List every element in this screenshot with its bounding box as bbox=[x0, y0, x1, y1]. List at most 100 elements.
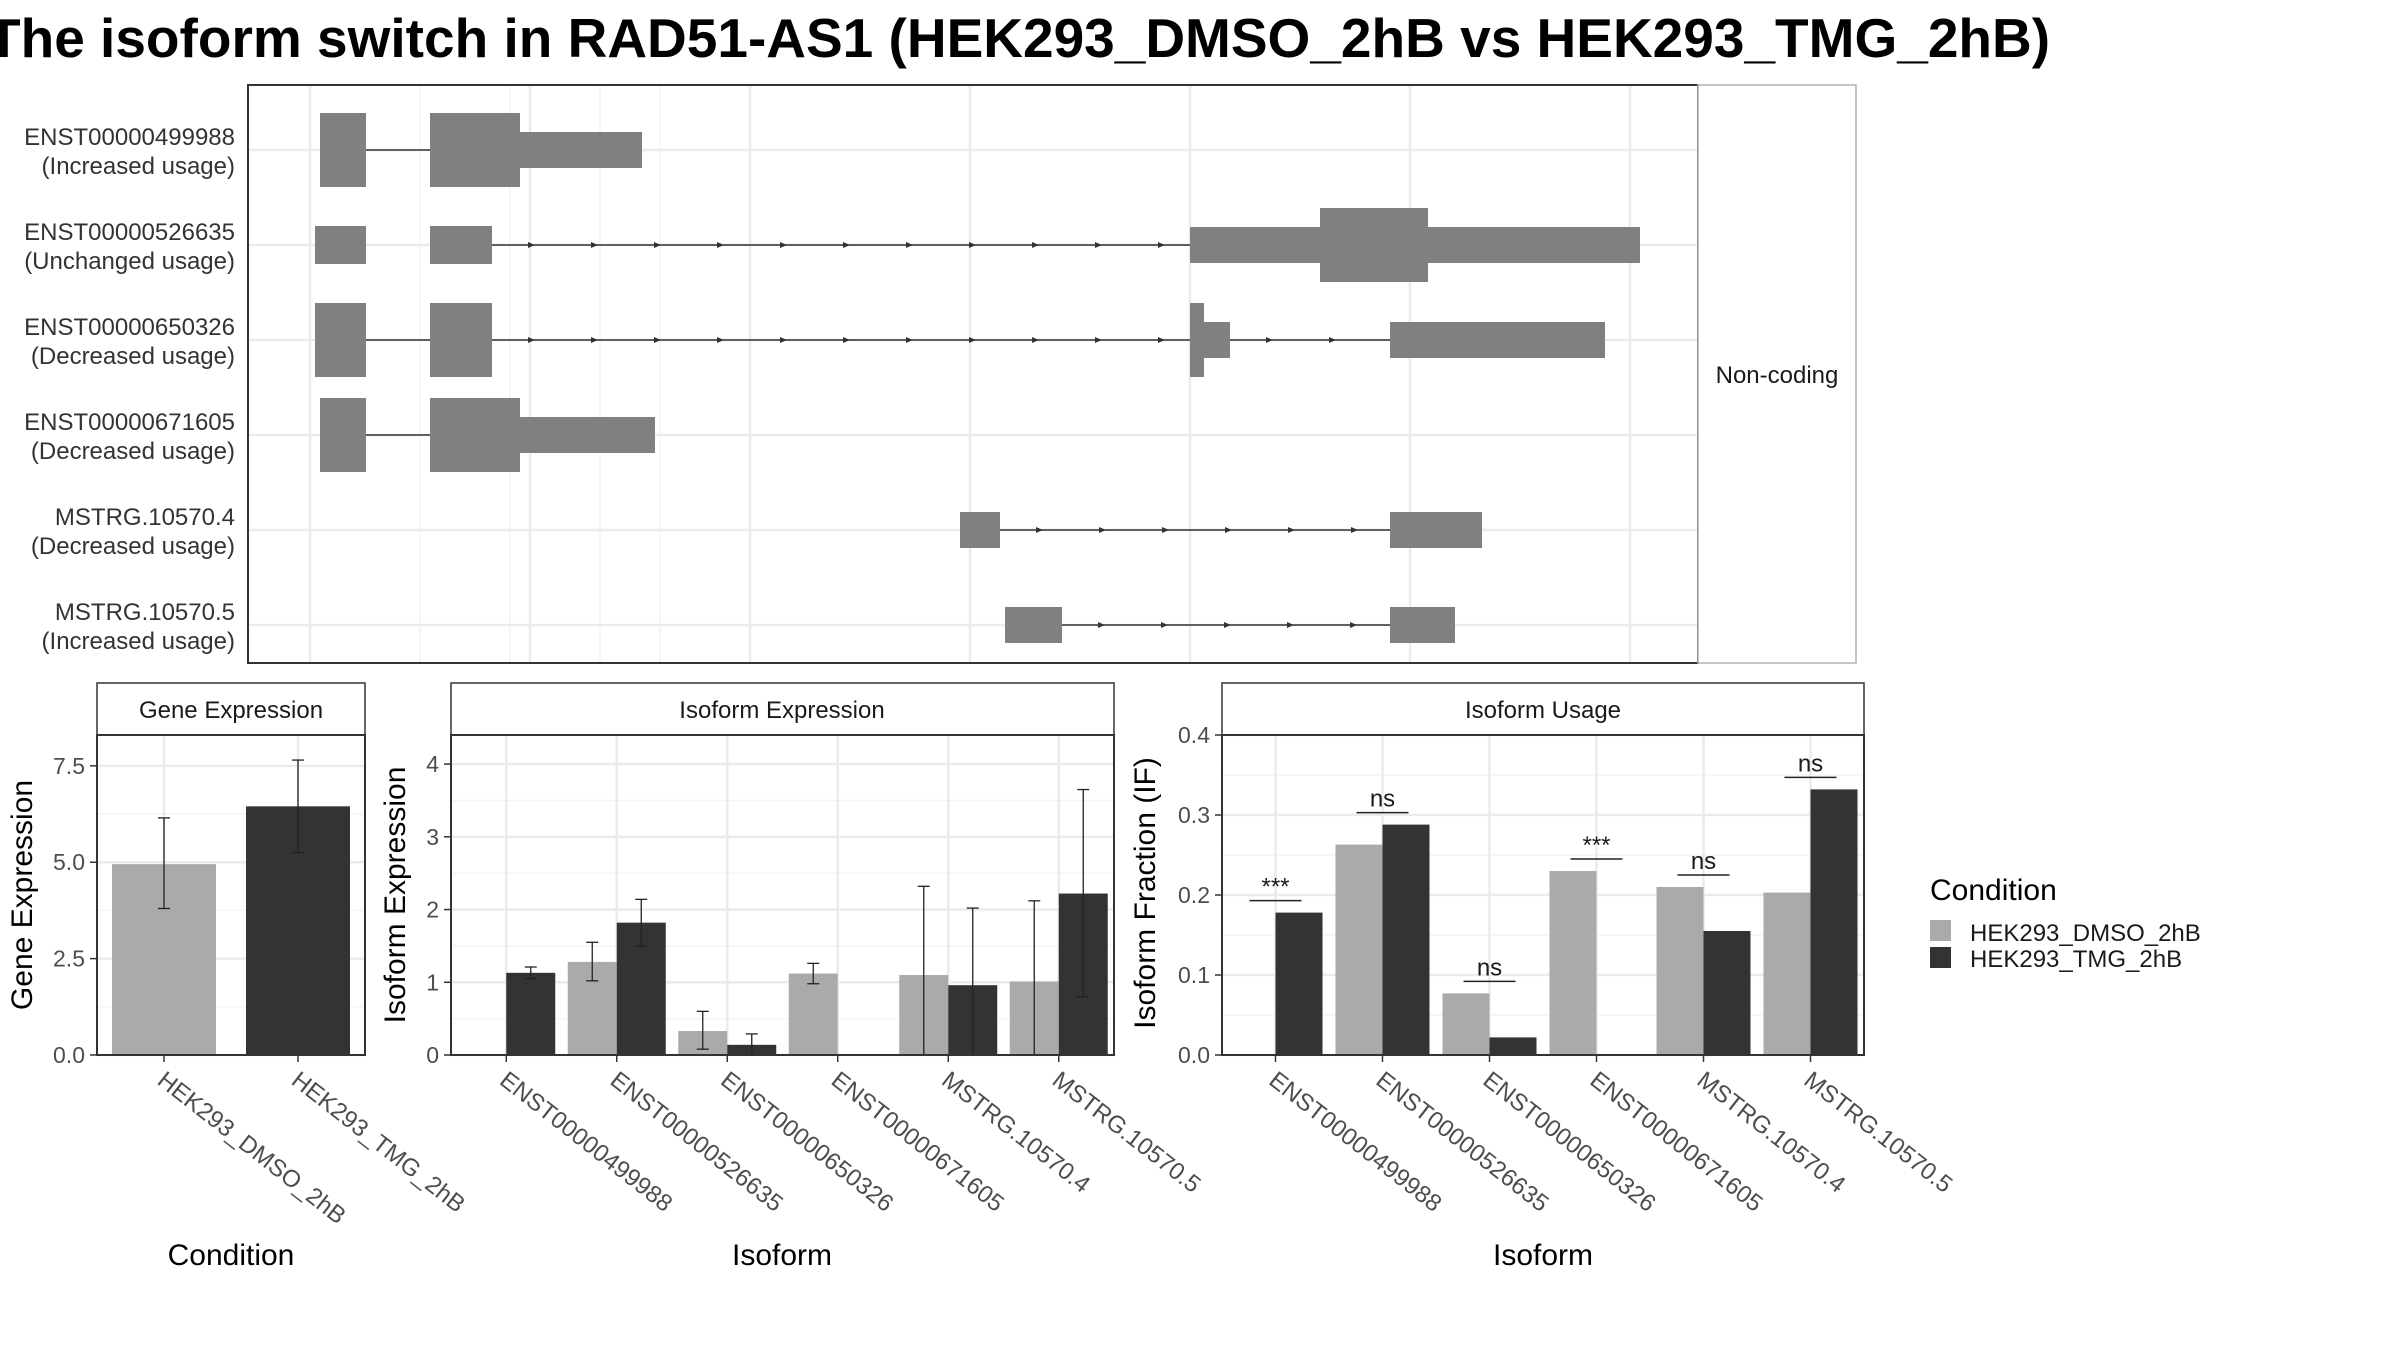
structure-intron-arrow bbox=[1032, 242, 1039, 248]
y-tick-label: 2 bbox=[426, 897, 439, 923]
bar bbox=[1335, 844, 1383, 1055]
structure-intron-arrow bbox=[1158, 242, 1165, 248]
isoform-usage-strip bbox=[1221, 682, 1865, 736]
bar bbox=[1763, 892, 1811, 1055]
structure-side-strip bbox=[1697, 84, 1857, 664]
x-tick-label: ENST00000526635 bbox=[1371, 1066, 1554, 1217]
structure-isoform-row: ENST00000671605(Decreased usage) bbox=[24, 398, 655, 472]
structure-intron-arrow bbox=[1095, 337, 1102, 343]
structure-intron-arrow bbox=[1099, 527, 1106, 533]
structure-intron-arrow bbox=[906, 337, 913, 343]
structure-isoform-id: ENST00000650326 bbox=[24, 314, 235, 341]
structure-isoform-usage: (Unchanged usage) bbox=[24, 248, 235, 275]
figure-title: The isoform switch in RAD51-AS1 (HEK293_… bbox=[0, 7, 2050, 69]
structure-isoform-id: ENST00000526635 bbox=[24, 219, 235, 246]
structure-side-label: Non-coding bbox=[1716, 362, 1839, 389]
structure-intron-arrow bbox=[654, 242, 661, 248]
structure-intron-arrow bbox=[717, 242, 724, 248]
structure-exon bbox=[1190, 303, 1204, 377]
isoform-expression-ylabel: Isoform Expression bbox=[379, 767, 412, 1024]
structure-isoform-usage: (Decreased usage) bbox=[31, 343, 235, 370]
y-tick-label: 0.0 bbox=[53, 1042, 85, 1068]
structure-exon bbox=[430, 113, 520, 187]
structure-intron-arrow bbox=[969, 337, 976, 343]
bar bbox=[1703, 931, 1751, 1055]
bar bbox=[1810, 789, 1858, 1055]
bar bbox=[1656, 887, 1704, 1055]
structure-exon bbox=[1204, 322, 1230, 358]
gene-expression-xlabel: Condition bbox=[168, 1239, 295, 1272]
isoform-usage-plot: 0.0 0.1 0.2 0.3 0.4 *** ENST00000499988 ns ENST0… bbox=[1178, 722, 1957, 1218]
structure-intron-arrow bbox=[654, 337, 661, 343]
structure-intron-arrow bbox=[1224, 622, 1231, 628]
significance-label: ns bbox=[1691, 848, 1716, 875]
structure-intron-arrow bbox=[780, 242, 787, 248]
structure-exon bbox=[1005, 607, 1062, 643]
bar bbox=[1382, 824, 1430, 1055]
structure-intron-arrow bbox=[1161, 622, 1168, 628]
structure-exon bbox=[315, 303, 366, 377]
legend-key-tmg bbox=[1930, 947, 1951, 968]
structure-intron-arrow bbox=[528, 337, 535, 343]
structure-isoform-usage: (Decreased usage) bbox=[31, 533, 235, 560]
bar bbox=[788, 973, 838, 1055]
y-tick-label: 3 bbox=[426, 824, 439, 850]
structure-intron-arrow bbox=[1225, 527, 1232, 533]
structure-intron-arrow bbox=[1036, 527, 1043, 533]
structure-isoform-row: MSTRG.10570.4(Decreased usage) bbox=[31, 504, 1482, 560]
y-tick-label: 2.5 bbox=[53, 946, 85, 972]
bar bbox=[506, 972, 556, 1055]
structure-exon bbox=[1190, 227, 1320, 263]
structure-exon bbox=[1390, 322, 1605, 358]
structure-isoform-usage: (Increased usage) bbox=[42, 153, 235, 180]
structure-isoform-row: ENST00000499988(Increased usage) bbox=[24, 113, 642, 187]
structure-isoform-id: MSTRG.10570.5 bbox=[55, 599, 235, 626]
structure-intron-arrow bbox=[843, 337, 850, 343]
structure-isoform-usage: (Decreased usage) bbox=[31, 438, 235, 465]
y-tick-label: 7.5 bbox=[53, 753, 85, 779]
structure-exon bbox=[960, 512, 1000, 548]
plot-border bbox=[96, 734, 366, 1056]
structure-intron-arrow bbox=[969, 242, 976, 248]
plot-border bbox=[1221, 734, 1865, 1056]
structure-intron-arrow bbox=[843, 242, 850, 248]
bar bbox=[1442, 993, 1490, 1055]
structure-exon bbox=[315, 226, 366, 264]
significance-label: *** bbox=[1582, 832, 1610, 859]
y-tick-label: 0.0 bbox=[1178, 1042, 1210, 1068]
bar bbox=[1549, 871, 1597, 1055]
bar bbox=[1275, 912, 1323, 1055]
isoform-expression-strip-title: Isoform Expression bbox=[679, 697, 884, 724]
structure-isoform-id: MSTRG.10570.4 bbox=[55, 504, 235, 531]
structure-intron-arrow bbox=[1329, 337, 1336, 343]
structure-exon bbox=[320, 398, 366, 472]
structure-exon bbox=[1390, 607, 1455, 643]
x-tick-label: ENST00000671605 bbox=[1585, 1066, 1768, 1217]
structure-intron-arrow bbox=[1288, 527, 1295, 533]
isoform-usage-strip-title: Isoform Usage bbox=[1465, 697, 1621, 724]
isoform-usage-xlabel: Isoform bbox=[1493, 1239, 1593, 1272]
bar bbox=[1489, 1037, 1537, 1055]
gene-expression-ylabel: Gene Expression bbox=[6, 780, 39, 1010]
structure-intron-arrow bbox=[1095, 242, 1102, 248]
structure-exon bbox=[320, 113, 366, 187]
structure-isoforms: ENST00000499988(Increased usage) ENST0000… bbox=[24, 113, 1640, 655]
structure-isoform-usage: (Increased usage) bbox=[42, 628, 235, 655]
legend: Condition HEK293_DMSO_2hB HEK293_TMG_2hB bbox=[1930, 874, 2201, 973]
y-tick-label: 0.1 bbox=[1178, 962, 1210, 988]
structure-isoform-row: ENST00000526635(Unchanged usage) bbox=[24, 208, 1640, 282]
significance-label: *** bbox=[1261, 874, 1289, 901]
structure-intron-arrow bbox=[780, 337, 787, 343]
structure-intron-arrow bbox=[1266, 337, 1273, 343]
x-tick-label: ENST00000650326 bbox=[1478, 1066, 1661, 1217]
transcript-structure-panel: ENST00000499988(Increased usage) ENST0000… bbox=[24, 84, 1857, 664]
structure-exon bbox=[520, 417, 655, 453]
structure-exon bbox=[1428, 227, 1640, 263]
structure-intron-arrow bbox=[1158, 337, 1165, 343]
structure-isoform-row: MSTRG.10570.5(Increased usage) bbox=[42, 599, 1455, 655]
structure-exon bbox=[430, 303, 492, 377]
isoform-expression-panel: Isoform Expression 01234ENST00000499988E… bbox=[379, 682, 1206, 1272]
y-tick-label: 0.3 bbox=[1178, 802, 1210, 828]
isoform-expression-strip bbox=[450, 682, 1115, 736]
